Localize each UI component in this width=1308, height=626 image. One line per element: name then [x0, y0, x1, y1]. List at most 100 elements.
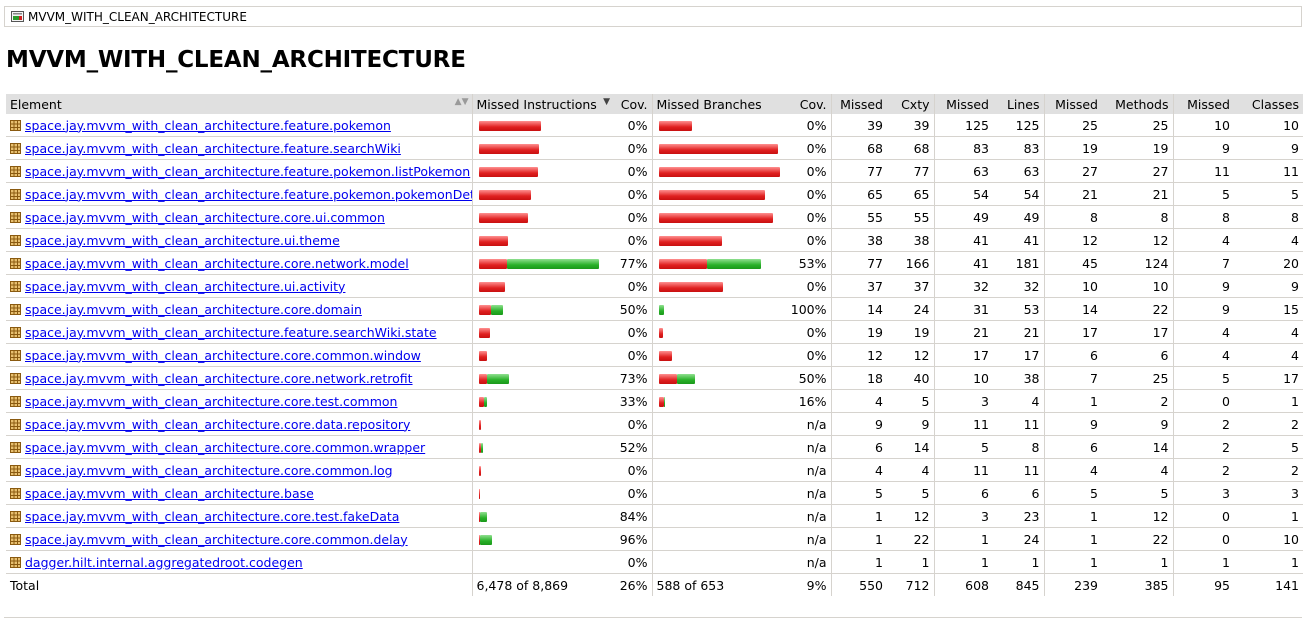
package-link[interactable]: space.jay.mvvm_with_clean_architecture.c… [25, 439, 426, 455]
element-cell: space.jay.mvvm_with_clean_architecture.c… [6, 366, 472, 390]
branches-coverage: 0% [783, 159, 831, 183]
cxty-value: 24 [887, 297, 934, 321]
missed-methods-value: 1 [1043, 389, 1102, 413]
missed-cxty-value: 77 [830, 251, 887, 275]
header-missed-methods[interactable]: Missed [1043, 94, 1102, 114]
classes-value: 15 [1234, 297, 1303, 321]
missed-classes-value: 1 [1172, 550, 1234, 574]
package-link[interactable]: space.jay.mvvm_with_clean_architecture.c… [25, 416, 411, 432]
classes-value: 4 [1234, 343, 1303, 367]
header-lines[interactable]: Lines [993, 94, 1044, 114]
lines-value: 53 [993, 297, 1044, 321]
package-link[interactable]: space.jay.mvvm_with_clean_architecture.u… [25, 232, 340, 248]
missed-cxty-value: 19 [830, 320, 887, 344]
package-link[interactable]: space.jay.mvvm_with_clean_architecture.f… [25, 186, 472, 202]
total-instructions: 6,478 of 8,869 [471, 573, 613, 596]
methods-value: 17 [1102, 320, 1173, 344]
package-link[interactable]: space.jay.mvvm_with_clean_architecture.c… [25, 370, 413, 386]
instructions-coverage: 0% [613, 458, 652, 482]
missed-cxty-value: 38 [830, 228, 887, 252]
methods-value: 27 [1102, 159, 1173, 183]
header-element-label: Element [10, 96, 62, 112]
header-element[interactable]: Element ▲▼ [6, 94, 472, 114]
total-missed-methods: 239 [1043, 573, 1102, 596]
header-missed-lines[interactable]: Missed [933, 94, 993, 114]
package-link[interactable]: space.jay.mvvm_with_clean_architecture.c… [25, 393, 398, 409]
package-link[interactable]: space.jay.mvvm_with_clean_architecture.f… [25, 324, 437, 340]
missed-methods-value: 5 [1043, 481, 1102, 505]
lines-value: 49 [993, 205, 1044, 229]
lines-value: 4 [993, 389, 1044, 413]
missed-branches-cell [651, 274, 783, 298]
missed-lines-value: 31 [933, 297, 993, 321]
missed-lines-value: 11 [933, 412, 993, 436]
package-icon [10, 510, 21, 522]
cxty-value: 5 [887, 481, 934, 505]
missed-methods-value: 1 [1043, 527, 1102, 551]
package-link[interactable]: space.jay.mvvm_with_clean_architecture.b… [25, 485, 314, 501]
breadcrumb-label[interactable]: MVVM_WITH_CLEAN_ARCHITECTURE [28, 9, 247, 24]
branches-coverage: 16% [783, 389, 831, 413]
header-cxty[interactable]: Cxty [887, 94, 934, 114]
package-icon [10, 372, 21, 384]
table-row: space.jay.mvvm_with_clean_architecture.f… [6, 114, 1303, 137]
missed-branches-cell [651, 458, 783, 482]
missed-lines-value: 41 [933, 251, 993, 275]
table-body: space.jay.mvvm_with_clean_architecture.f… [6, 114, 1303, 574]
table-row: space.jay.mvvm_with_clean_architecture.c… [6, 366, 1303, 390]
missed-branches-cell [651, 320, 783, 344]
missed-instructions-cell [471, 343, 613, 367]
classes-value: 2 [1234, 412, 1303, 436]
instructions-missed-bar [478, 213, 528, 223]
cxty-value: 12 [887, 504, 934, 528]
missed-instructions-cell [471, 228, 613, 252]
package-link[interactable]: space.jay.mvvm_with_clean_architecture.c… [25, 209, 385, 225]
methods-value: 5 [1102, 481, 1173, 505]
package-link[interactable]: space.jay.mvvm_with_clean_architecture.c… [25, 462, 393, 478]
package-link[interactable]: space.jay.mvvm_with_clean_architecture.f… [25, 163, 471, 179]
package-link[interactable]: dagger.hilt.internal.aggregatedroot.code… [25, 554, 303, 570]
header-missed-classes[interactable]: Missed [1172, 94, 1234, 114]
missed-instructions-cell [471, 481, 613, 505]
report-icon [11, 11, 24, 22]
classes-value: 11 [1234, 159, 1303, 183]
lines-value: 1 [993, 550, 1044, 574]
package-link[interactable]: space.jay.mvvm_with_clean_architecture.c… [25, 301, 362, 317]
package-icon [10, 280, 21, 292]
missed-lines-value: 3 [933, 504, 993, 528]
package-icon [10, 257, 21, 269]
missed-lines-value: 10 [933, 366, 993, 390]
missed-classes-value: 5 [1172, 182, 1234, 206]
total-row: Total 6,478 of 8,869 26% 588 of 653 9% 5… [6, 573, 1303, 596]
package-link[interactable]: space.jay.mvvm_with_clean_architecture.c… [25, 508, 400, 524]
instructions-covered-bar [486, 374, 509, 384]
cxty-value: 37 [887, 274, 934, 298]
branches-coverage: n/a [783, 458, 831, 482]
header-missed-branches[interactable]: Missed Branches [651, 94, 783, 114]
missed-classes-value: 9 [1172, 297, 1234, 321]
header-missed-instructions[interactable]: Missed Instructions ▼ [471, 94, 613, 114]
package-icon [10, 142, 21, 154]
missed-classes-value: 9 [1172, 136, 1234, 160]
methods-value: 4 [1102, 458, 1173, 482]
package-link[interactable]: space.jay.mvvm_with_clean_architecture.c… [25, 255, 409, 271]
header-branches-coverage[interactable]: Cov. [783, 94, 831, 114]
package-link[interactable]: space.jay.mvvm_with_clean_architecture.c… [25, 531, 408, 547]
header-classes[interactable]: Classes [1234, 94, 1303, 114]
missed-branches-cell [651, 159, 783, 183]
package-link[interactable]: space.jay.mvvm_with_clean_architecture.u… [25, 278, 346, 294]
missed-branches-cell [651, 228, 783, 252]
cxty-value: 77 [887, 159, 934, 183]
methods-value: 1 [1102, 550, 1173, 574]
package-link[interactable]: space.jay.mvvm_with_clean_architecture.c… [25, 347, 421, 363]
header-missed-cxty[interactable]: Missed [830, 94, 887, 114]
table-row: space.jay.mvvm_with_clean_architecture.u… [6, 274, 1303, 298]
header-methods[interactable]: Methods [1102, 94, 1173, 114]
methods-value: 14 [1102, 435, 1173, 459]
missed-instructions-cell [471, 114, 613, 137]
cxty-value: 65 [887, 182, 934, 206]
package-link[interactable]: space.jay.mvvm_with_clean_architecture.f… [25, 140, 401, 156]
instructions-missed-bar [478, 328, 490, 338]
package-link[interactable]: space.jay.mvvm_with_clean_architecture.f… [25, 117, 391, 133]
header-instructions-coverage[interactable]: Cov. [613, 94, 652, 114]
